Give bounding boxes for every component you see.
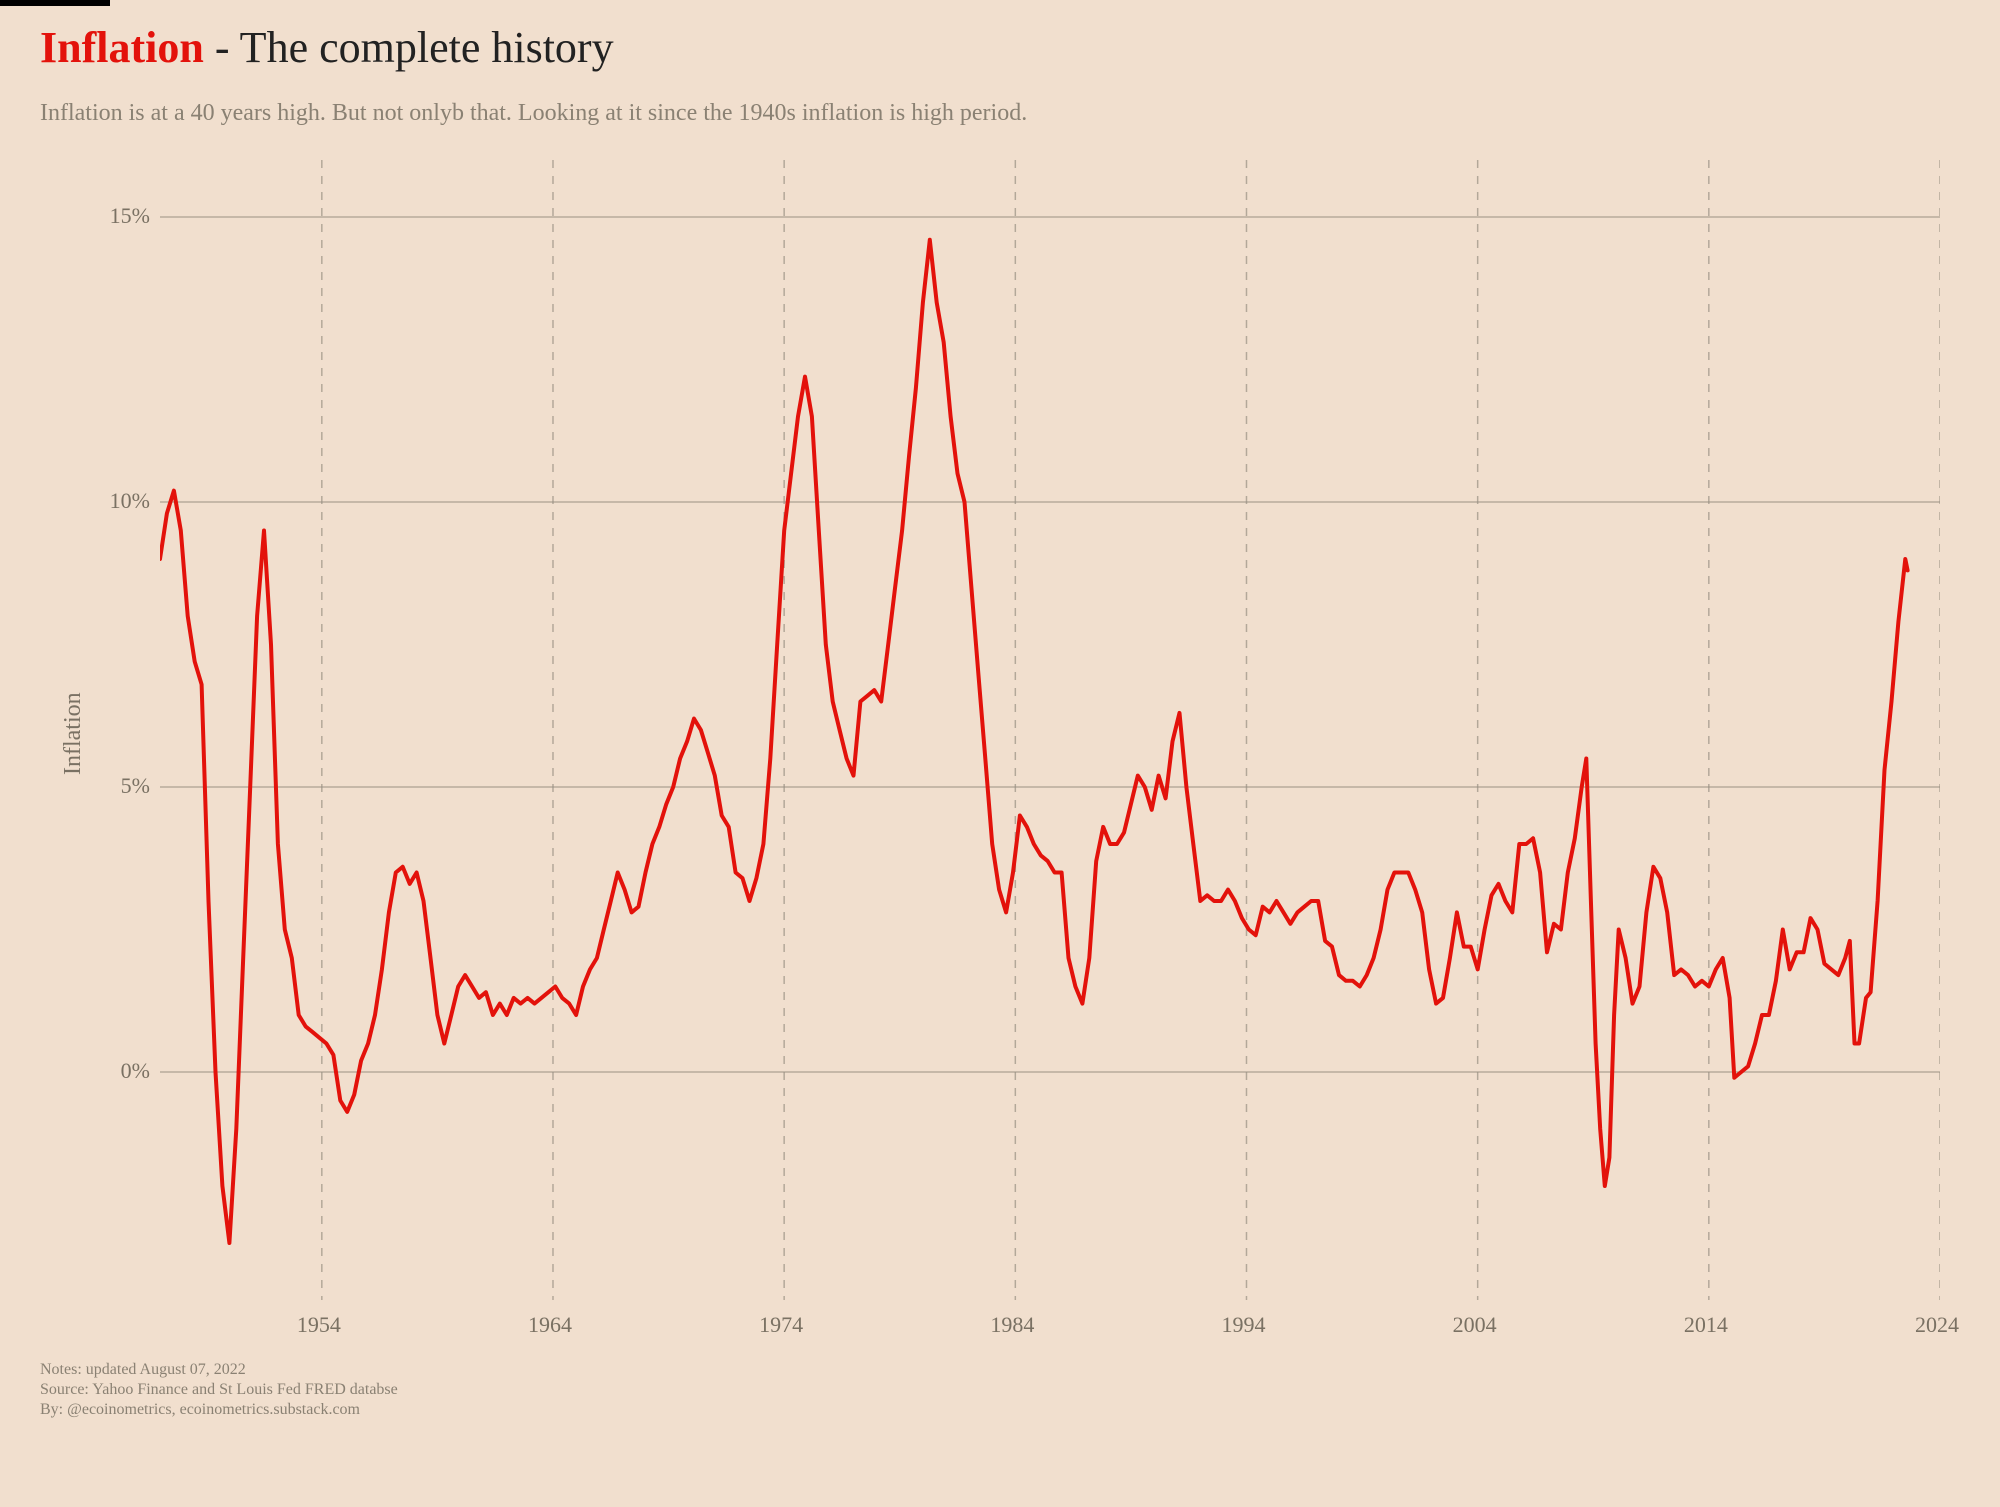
footer-source: Source: Yahoo Finance and St Louis Fed F… xyxy=(40,1380,398,1400)
x-tick-label: 1974 xyxy=(759,1312,803,1338)
x-tick-label: 2004 xyxy=(1453,1312,1497,1338)
y-axis-label: Inflation xyxy=(60,692,87,775)
x-tick-label: 1964 xyxy=(528,1312,572,1338)
x-tick-label: 2024 xyxy=(1915,1312,1959,1338)
y-tick-label: 15% xyxy=(90,203,150,229)
x-tick-label: 2014 xyxy=(1684,1312,1728,1338)
x-tick-label: 1994 xyxy=(1221,1312,1265,1338)
chart-title-accent: Inflation xyxy=(40,23,204,72)
line-chart xyxy=(160,160,1940,1300)
top-accent-bar xyxy=(0,0,110,6)
chart-title-rest: - The complete history xyxy=(204,23,614,72)
y-tick-label: 10% xyxy=(90,488,150,514)
chart-page: Inflation - The complete history Inflati… xyxy=(0,0,2000,1507)
x-tick-label: 1984 xyxy=(990,1312,1034,1338)
chart-footer: Notes: updated August 07, 2022 Source: Y… xyxy=(40,1360,398,1420)
chart-subtitle: Inflation is at a 40 years high. But not… xyxy=(40,100,1027,127)
y-tick-label: 5% xyxy=(90,773,150,799)
chart-title: Inflation - The complete history xyxy=(40,22,614,73)
footer-by: By: @ecoinometrics, ecoinometrics.substa… xyxy=(40,1400,398,1420)
y-tick-label: 0% xyxy=(90,1058,150,1084)
footer-notes: Notes: updated August 07, 2022 xyxy=(40,1360,398,1380)
x-tick-label: 1954 xyxy=(297,1312,341,1338)
